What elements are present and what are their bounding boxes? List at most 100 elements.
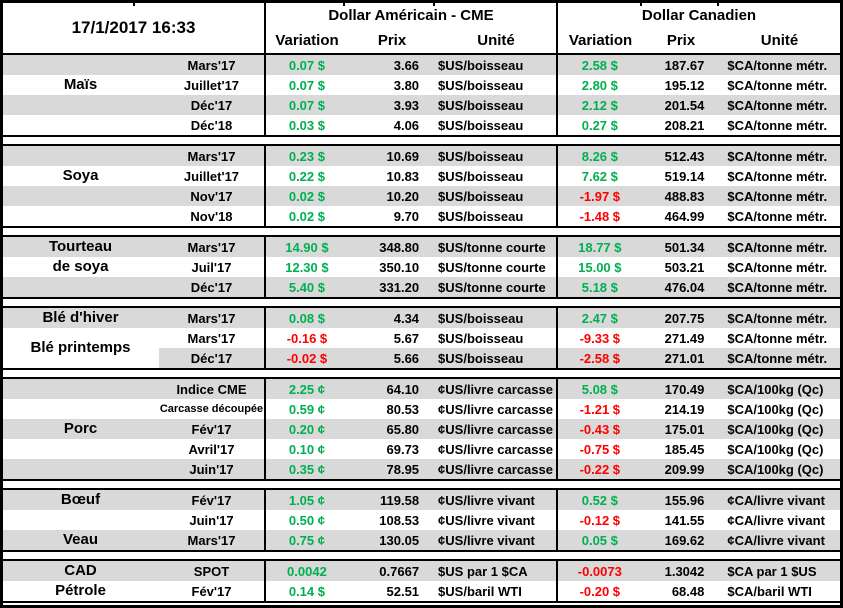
ca-variation: -1.97 $ [555,186,643,206]
commodity-cell [3,308,159,328]
us-price: 10.69 [347,146,437,166]
us-unit: ¢US/livre carcasse [438,441,553,457]
ca-variation: 0.27 $ [555,115,643,135]
table-row: Mars'17 0.23 $ 10.69 $US/boisseau 8.26 $… [3,146,840,166]
us-variation: 0.10 ¢ [264,439,348,459]
us-unit: ¢US/livre carcasse [436,419,557,439]
us-variation: 0.03 $ [264,115,348,135]
ca-variation: 7.62 $ [555,166,643,186]
commodity-cell [3,490,159,510]
us-variation: 1.05 ¢ [264,490,348,510]
ca-variation: 5.08 $ [555,379,643,399]
us-unit: $US/boisseau [436,348,557,368]
ca-price: 195.12 [664,77,705,93]
us-variation: 5.40 $ [264,277,348,297]
table-row: SPOT 0.0042 0.7667 $US par 1 $CA -0.0073… [3,561,840,581]
commodity-cell [3,581,159,601]
commodity-cell [3,186,159,206]
contract-month: Déc'17 [158,95,266,115]
us-price: 350.10 [379,259,420,275]
us-variation: -0.02 $ [264,348,348,368]
contract-month: Mars'17 [158,146,266,166]
commodity-cell [3,328,159,348]
ca-variation: -9.33 $ [555,328,643,348]
us-price: 5.67 [393,330,420,346]
us-unit: ¢US/livre vivant [436,530,557,550]
table-header: 17/1/2017 16:33 Dollar Américain - CME V… [3,3,840,55]
ca-price: 185.45 [664,441,705,457]
ca-variation: 0.05 $ [555,530,643,550]
contract-month: Mars'17 [158,530,266,550]
ca-price: 512.43 [642,146,719,166]
us-unit: $US/boisseau [436,55,557,75]
table-row: Déc'17 5.40 $ 331.20 $US/tonne courte 5.… [3,277,840,297]
commodity-cell [3,95,159,115]
us-variation-column-header: Variation [275,32,339,49]
ca-price: 501.34 [642,237,719,257]
ca-price: 271.49 [664,330,705,346]
commodity-section: SPOT 0.0042 0.7667 $US par 1 $CA -0.0073… [3,559,840,603]
contract-month: Fév'17 [158,419,266,439]
us-variation: 0.23 $ [264,146,348,166]
ca-variation: 18.77 $ [555,237,643,257]
table-row: Avril'17 0.10 ¢ 69.73 ¢US/livre carcasse… [3,439,840,459]
us-price: 80.53 [386,401,420,417]
ca-price: 208.21 [664,117,705,133]
ca-unit: $CA/100kg (Qc) [727,441,824,457]
ca-price: 170.49 [642,379,719,399]
contract-month: Juin'17 [158,459,266,479]
us-price: 10.20 [347,186,437,206]
ca-unit: $CA/tonne métr. [727,77,828,93]
contract-month: Nov'18 [190,208,233,224]
us-dollar-group-header: Dollar Américain - CME Variation Prix Un… [264,3,556,53]
table-row: Mars'17 0.07 $ 3.66 $US/boisseau 2.58 $ … [3,55,840,75]
contract-month: Mars'17 [187,330,236,346]
commodity-section: Fév'17 1.05 ¢ 119.58 ¢US/livre vivant 0.… [3,488,840,552]
price-table: Fév'17 1.05 ¢ 119.58 ¢US/livre vivant 0.… [3,490,840,550]
ca-variation: 5.18 $ [555,277,643,297]
commodity-section: Mars'17 0.23 $ 10.69 $US/boisseau 8.26 $… [3,144,840,228]
contract-month: Déc'18 [190,117,233,133]
ca-price: 488.83 [642,186,719,206]
us-variation: 12.30 $ [264,257,348,277]
us-unit: $US/boisseau [438,77,524,93]
us-variation: 0.02 $ [264,206,348,226]
us-unit: ¢US/livre vivant [436,490,557,510]
us-unit: $US/boisseau [438,168,524,184]
us-unit: $US/boisseau [438,117,524,133]
us-price: 52.51 [386,583,420,599]
us-unit: ¢US/livre carcasse [436,379,557,399]
commodity-cell [3,419,159,439]
commodity-section: Mars'17 14.90 $ 348.80 $US/tonne courte … [3,235,840,299]
commodity-cell [3,206,159,226]
ca-unit: $CA/100kg (Qc) [727,401,824,417]
ca-price: 214.19 [664,401,705,417]
ca-price: 141.55 [664,512,705,528]
ca-unit: $CA/tonne métr. [727,330,828,346]
us-unit: $US/boisseau [436,95,557,115]
ca-unit: $CA/baril WTI [727,583,812,599]
ca-price: 68.48 [671,583,705,599]
us-unit: ¢US/livre carcasse [438,401,553,417]
us-group-title: Dollar Américain - CME [328,7,494,24]
ca-price: 169.62 [642,530,719,550]
us-unit: $US/boisseau [438,330,524,346]
us-price: 78.95 [347,459,437,479]
ca-price: 155.96 [642,490,719,510]
contract-month: Nov'17 [158,186,266,206]
us-unit: $US par 1 $CA [436,561,557,581]
us-column-headers: Variation Prix Unité [266,28,556,53]
us-unit: $US/boisseau [436,146,557,166]
price-table: Mars'17 0.23 $ 10.69 $US/boisseau 8.26 $… [3,146,840,226]
ca-unit: $CA/100kg (Qc) [718,459,840,479]
us-variation: 0.07 $ [264,95,348,115]
ca-dollar-group-header: Dollar Canadien Variation Prix Unité [556,3,840,53]
ca-unit: $CA/tonne métr. [727,117,828,133]
contract-month: Mars'17 [158,308,266,328]
ca-unit: $CA/tonne métr. [727,259,828,275]
table-row: Déc'17 0.07 $ 3.93 $US/boisseau 2.12 $ 2… [3,95,840,115]
column-tick [343,3,345,6]
table-row: Juillet'17 0.07 $ 3.80 $US/boisseau 2.80… [3,75,840,95]
us-variation: 0.22 $ [264,166,348,186]
